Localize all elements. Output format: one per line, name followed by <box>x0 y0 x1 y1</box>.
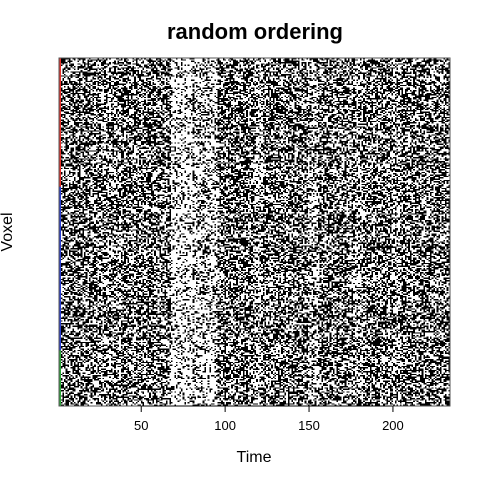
y-axis-label: Voxel <box>0 212 16 251</box>
chart-title: random ordering <box>167 19 343 44</box>
x-tick-label: 150 <box>298 418 320 433</box>
x-tick-label: 200 <box>382 418 404 433</box>
x-axis-ticks: 50 100 150 200 <box>134 406 404 433</box>
heatmap-cells <box>59 58 450 406</box>
x-tick-label: 50 <box>134 418 148 433</box>
x-tick-label: 100 <box>214 418 236 433</box>
voxel-group-bar <box>59 58 61 187</box>
voxel-group-indicators <box>59 58 61 406</box>
voxel-group-bar <box>59 186 61 351</box>
x-axis-label: Time <box>237 449 272 466</box>
voxel-group-bar <box>59 350 61 406</box>
